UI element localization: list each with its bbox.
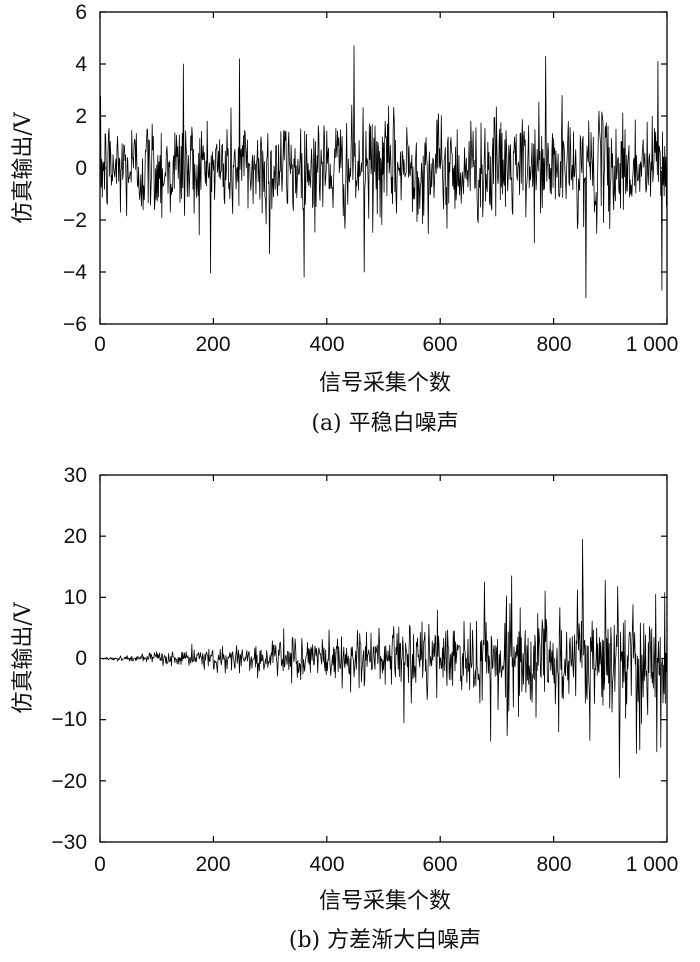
y-tick-label: 30	[64, 464, 87, 487]
y-tick-label: 20	[64, 525, 87, 548]
y-axis-title: 仿真输出/V	[11, 601, 36, 713]
y-tick-label: −6	[63, 313, 87, 336]
series-line-group	[100, 45, 668, 299]
axis-ticks	[99, 474, 668, 843]
axis-ticks	[99, 11, 668, 325]
y-tick-label: −20	[51, 770, 87, 793]
y-axis-title: 仿真输出/V	[11, 111, 36, 223]
series-line	[100, 538, 668, 779]
y-tick-label: 0	[75, 647, 87, 670]
y-tick-label: 2	[75, 105, 87, 128]
y-tick-label: 6	[75, 1, 87, 24]
y-tick-label: −30	[51, 831, 87, 854]
x-axis-title: 信号采集个数	[319, 889, 451, 914]
panel-caption: (b) 方差渐大白噪声	[289, 928, 481, 953]
x-tick-label: 800	[536, 853, 571, 876]
x-axis-title: 信号采集个数	[319, 371, 451, 396]
y-tick-label: −4	[63, 261, 87, 284]
y-tick-label: −10	[51, 708, 87, 731]
x-tick-label: 600	[422, 853, 457, 876]
series-line	[100, 45, 668, 299]
y-tick-label: −2	[63, 209, 87, 232]
x-tick-label: 200	[195, 853, 230, 876]
y-tick-label: 10	[64, 586, 87, 609]
y-tick-label: 4	[75, 53, 87, 76]
x-tick-label: 0	[94, 333, 106, 356]
series-line-group	[100, 538, 668, 779]
x-tick-label: 400	[309, 853, 344, 876]
x-tick-label: 1 000	[626, 333, 679, 356]
x-tick-label: 800	[536, 333, 571, 356]
x-tick-label: 400	[309, 333, 344, 356]
x-tick-label: 1 000	[626, 853, 679, 876]
y-tick-label: 0	[75, 157, 87, 180]
x-tick-label: 600	[422, 333, 457, 356]
x-tick-label: 200	[195, 333, 230, 356]
panel-caption: (a) 平稳白噪声	[311, 411, 458, 436]
chart-panel-a: 6 4 2 0 −2 −4 −6 0 200 400 600 800 1 000…	[11, 1, 678, 436]
x-tick-label: 0	[94, 853, 106, 876]
chart-panel-b: 30 20 10 0 −10 −20 −30 0 200 400 600 800…	[11, 464, 678, 953]
